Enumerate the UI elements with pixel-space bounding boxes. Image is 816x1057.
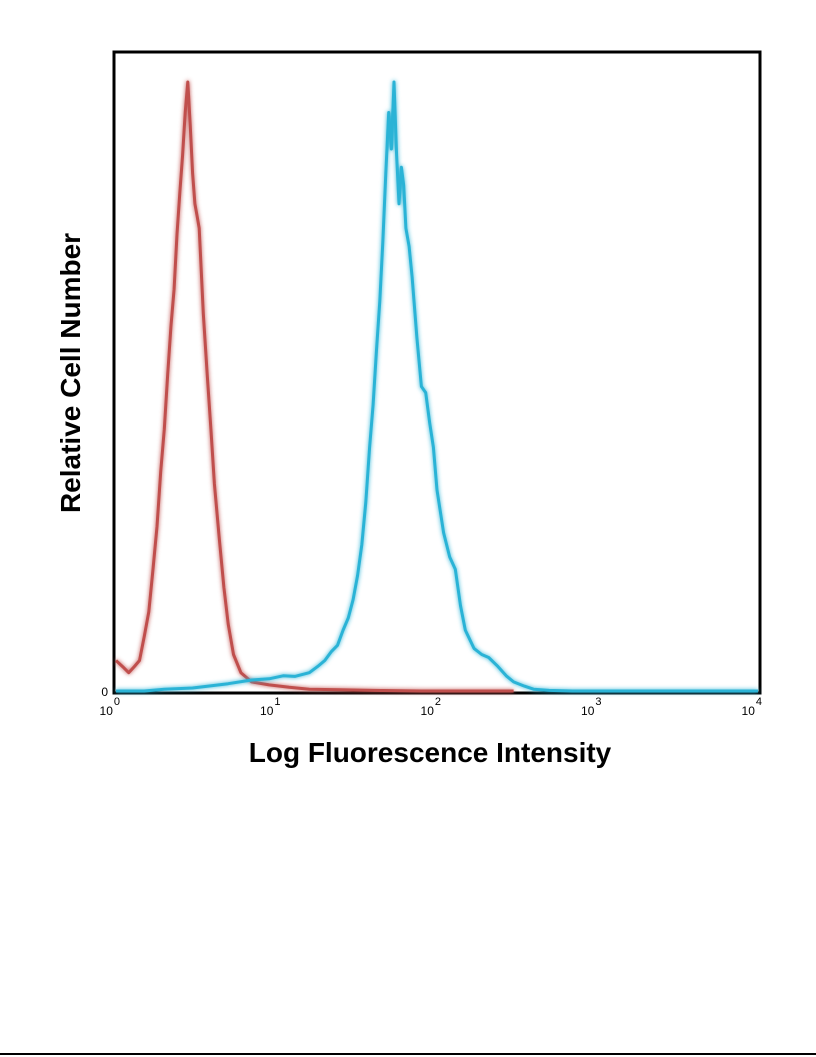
plot-frame	[112, 50, 762, 695]
histogram-series-2	[116, 80, 758, 693]
x-tick-label-3: 103	[581, 696, 601, 718]
x-axis-title: Log Fluorescence Intensity	[249, 737, 612, 768]
y-axis-title: Relative Cell Number	[55, 233, 86, 513]
x-tick-label-1: 101	[260, 696, 280, 718]
y-tick-label-0: 0	[101, 685, 108, 699]
x-tick-label-2: 102	[421, 696, 441, 718]
page-bottom-rule	[0, 1053, 816, 1055]
x-tick-label-0: 100	[100, 696, 120, 718]
x-tick-label-4: 104	[742, 696, 762, 718]
histogram-series-1	[114, 80, 514, 693]
series-layer	[114, 80, 758, 693]
tick-layer: 100 101 102 103 104 0	[100, 685, 762, 718]
